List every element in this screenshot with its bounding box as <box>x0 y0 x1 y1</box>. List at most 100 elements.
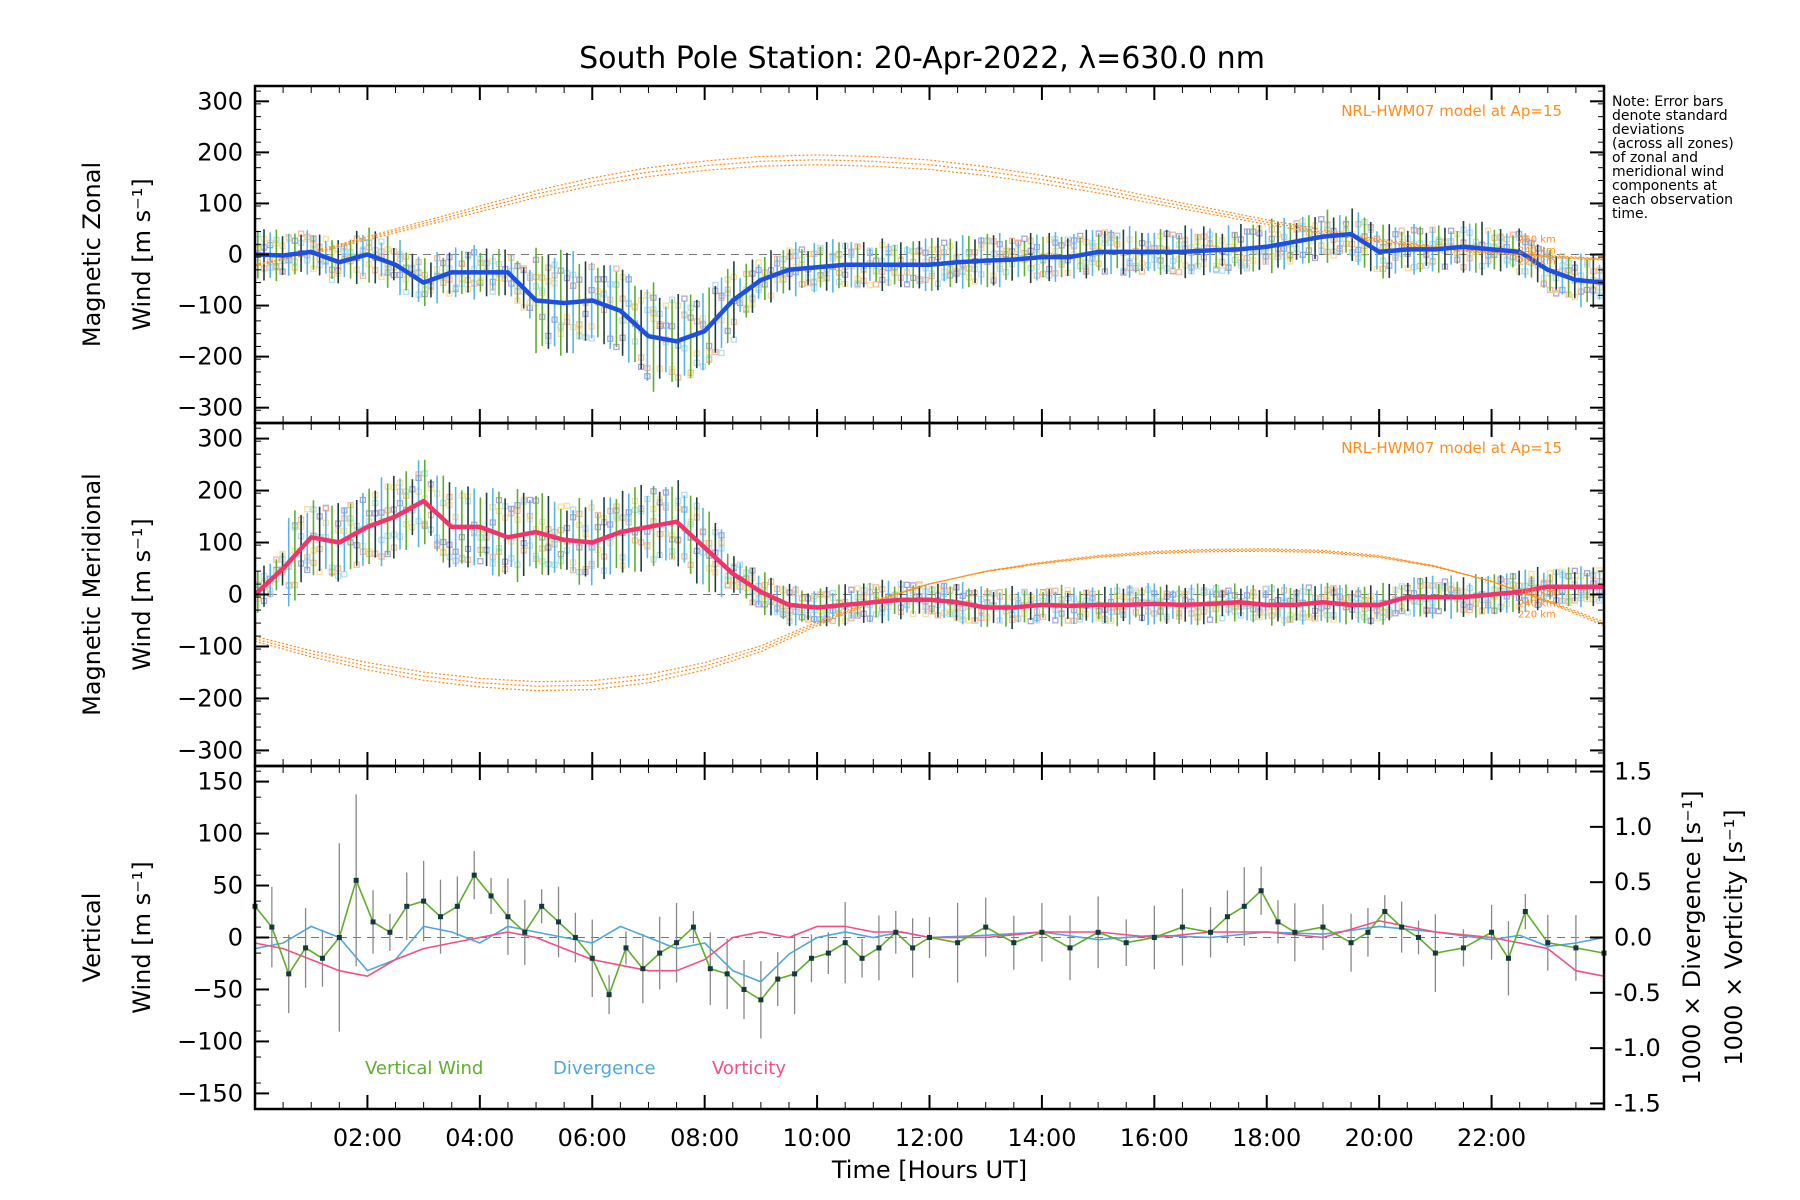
y-tick-label: 200 <box>197 138 243 166</box>
zone-point <box>1064 586 1071 594</box>
vertical-wind-point <box>1292 929 1298 935</box>
y-tick-label: −300 <box>177 394 243 422</box>
vertical-wind-point <box>876 945 882 951</box>
vertical-wind-point <box>437 914 443 920</box>
zone-point <box>322 235 329 243</box>
vertical-wind-point <box>842 940 848 946</box>
vertical-wind-point <box>556 919 562 925</box>
vertical-wind-point <box>623 945 629 951</box>
vertical-wind-point <box>303 945 309 951</box>
y-tick-label: 300 <box>197 425 243 453</box>
x-tick-label: 06:00 <box>558 1124 627 1152</box>
legend-vertical-wind: Vertical Wind <box>365 1058 483 1079</box>
vertical-wind-point <box>387 929 393 935</box>
vertical-wind-point <box>606 992 612 998</box>
vertical-wind-point <box>1151 935 1157 940</box>
y-tick-label: −150 <box>177 1079 243 1107</box>
vertical-wind-point <box>955 940 961 946</box>
vertical-wind-point <box>1039 929 1045 935</box>
model-altitude-label: 260 km <box>1518 234 1556 245</box>
legend-vorticity: Vorticity <box>712 1058 786 1079</box>
vertical-wind-point <box>471 872 477 878</box>
vertical-wind-point <box>927 935 932 940</box>
vertical-wind-point <box>808 955 814 961</box>
zone-point <box>854 585 861 592</box>
legend-divergence: Divergence <box>553 1058 656 1079</box>
y-tick-label: 0 <box>228 581 243 609</box>
model-altitude-label: 260 km <box>1518 587 1556 598</box>
model-label: NRL-HWM07 model at Ap=15 <box>1341 439 1562 457</box>
vertical-wind-point <box>657 950 663 956</box>
zone-point <box>477 558 484 565</box>
zone-point <box>304 505 311 513</box>
zone-point <box>940 239 948 246</box>
vertical-wind-point <box>1460 945 1466 951</box>
note-line: Note: Error bars <box>1612 94 1723 110</box>
vertical-wind-point <box>1573 945 1579 951</box>
vertical-wind-point <box>1208 929 1214 935</box>
right-axis-tick-label: -0.5 <box>1614 979 1661 1007</box>
model-curve <box>254 550 1605 683</box>
vertical-wind-point <box>1067 945 1073 951</box>
vertical-wind-point <box>1320 924 1326 930</box>
vertical-wind-point <box>1241 903 1247 909</box>
note-line: time. <box>1612 206 1648 222</box>
y-tick-label: 200 <box>197 477 243 505</box>
zone-point <box>1169 268 1177 275</box>
y-tick-label: −200 <box>177 343 243 371</box>
model-curve <box>254 164 1605 267</box>
x-tick-label: 10:00 <box>782 1124 851 1152</box>
model-altitude-label: 220 km <box>1518 256 1556 267</box>
y-tick-label: 150 <box>197 768 243 796</box>
vertical-wind-point <box>893 929 899 935</box>
model-altitude-label: 240 km <box>1518 245 1556 256</box>
y-axis-label-line2: Wind [m s⁻¹] <box>128 518 156 670</box>
zone-point <box>866 282 874 289</box>
vertical-wind-point <box>319 955 325 961</box>
vertical-wind-point <box>825 950 831 956</box>
y-axis-label-line1: Magnetic Meridional <box>78 473 106 716</box>
model-curve <box>254 549 1605 687</box>
y-axis-label-line2: Wind [m s⁻¹] <box>128 861 156 1013</box>
vertical-wind-point <box>336 935 342 940</box>
vertical-wind-point <box>1399 924 1405 930</box>
y-tick-label: 100 <box>197 189 243 217</box>
note-line: (across all zones) <box>1612 136 1734 152</box>
y-tick-label: −50 <box>192 975 243 1003</box>
zone-point <box>1021 235 1028 242</box>
vertical-wind-panel: -1.5 -1.0 -0.5 0.0 0.5 1.0 1.5 1000 × Divergenc… <box>78 758 1748 1184</box>
vertical-wind-point <box>1505 955 1511 961</box>
vertical-wind-point <box>775 976 781 982</box>
vertical-wind-point <box>353 877 359 883</box>
zone-point <box>1064 617 1071 624</box>
vertical-wind-point <box>1382 909 1388 915</box>
vertical-wind-point <box>983 924 989 930</box>
note-line: denote standard <box>1612 108 1728 124</box>
right-axis-tick-label: 1.5 <box>1614 758 1652 786</box>
y-axis-label-line1: Vertical <box>78 893 106 983</box>
vertical-wind-point <box>539 903 545 909</box>
zone-point <box>557 503 564 510</box>
vertical-wind-point <box>640 966 646 972</box>
note-line: meridional wind <box>1612 164 1724 180</box>
zonal-wind-line <box>254 231 1605 344</box>
vorticity-axis-label: 1000 × Vorticity [s⁻¹] <box>1720 809 1748 1065</box>
chart-title: South Pole Station: 20-Apr-2022, λ=630.0… <box>579 41 1265 76</box>
y-tick-label: 300 <box>197 87 243 115</box>
zone-point <box>563 502 571 510</box>
model-label: NRL-HWM07 model at Ap=15 <box>1341 102 1562 120</box>
vertical-wind-point <box>1432 950 1438 956</box>
vertical-wind-point <box>404 903 410 909</box>
y-axis-label-line1: Magnetic Zonal <box>78 162 106 347</box>
vertical-wind-point <box>1489 929 1495 935</box>
model-altitude-label: 220 km <box>1518 609 1556 620</box>
vertical-wind-point <box>505 914 511 920</box>
right-axis-tick-label: 1.0 <box>1614 813 1652 841</box>
zone-point <box>1219 615 1226 622</box>
vertical-wind-point <box>1258 888 1264 894</box>
zone-point <box>718 349 725 357</box>
vertical-wind-point <box>454 903 460 909</box>
vertical-wind-point <box>859 955 865 961</box>
